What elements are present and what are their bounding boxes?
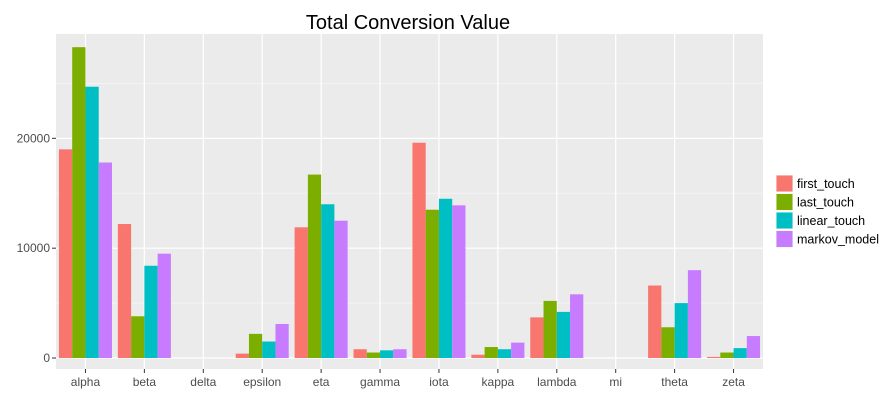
- bar-markov_model-kappa: [511, 342, 525, 359]
- chart-title: Total Conversion Value: [306, 12, 510, 34]
- bar-last_touch-beta: [131, 316, 145, 359]
- x-tick-label-eta: eta: [313, 375, 330, 389]
- bar-last_touch-epsilon: [248, 333, 263, 359]
- bar-linear_touch-gamma: [380, 350, 394, 359]
- bar-markov_model-beta: [157, 253, 171, 359]
- plot-panel: [56, 34, 763, 369]
- bar-first_touch-lambda: [530, 317, 544, 359]
- bar-first_touch-beta: [117, 224, 132, 359]
- bar-linear_touch-alpha: [85, 86, 99, 359]
- bar-last_touch-eta: [307, 174, 322, 359]
- bar-markov_model-alpha: [98, 162, 112, 359]
- bar-last_touch-alpha: [72, 47, 86, 359]
- x-tick-label-epsilon: epsilon: [243, 375, 281, 389]
- legend-label-markov_model: markov_model: [797, 233, 879, 247]
- axes: 0 10000 20000 alpha beta delta epsilon eta gamma…: [17, 131, 746, 389]
- bar-last_touch-iota: [425, 209, 439, 359]
- bar-last_touch-kappa: [484, 347, 498, 359]
- bar-linear_touch-theta: [674, 303, 688, 359]
- y-tick-label: 10000: [17, 241, 51, 255]
- bar-first_touch-theta: [648, 285, 662, 359]
- bar-linear_touch-eta: [321, 204, 335, 359]
- y-tick-label: 20000: [17, 131, 51, 145]
- legend: first_touch last_touch linear_touch markov_…: [776, 175, 879, 248]
- bar-first_touch-zeta: [707, 356, 721, 359]
- bar-markov_model-eta: [334, 220, 348, 359]
- x-tick-label-lambda: lambda: [537, 375, 577, 389]
- x-tick-label-alpha: alpha: [71, 375, 101, 389]
- bar-linear_touch-iota: [438, 198, 453, 359]
- bar-markov_model-zeta: [746, 336, 761, 359]
- bar-first_touch-kappa: [471, 354, 485, 359]
- legend-label-last_touch: last_touch: [797, 196, 854, 210]
- bar-linear_touch-kappa: [497, 349, 512, 359]
- legend-label-linear_touch: linear_touch: [797, 214, 865, 228]
- x-tick-label-iota: iota: [429, 375, 449, 389]
- bar-first_touch-gamma: [353, 349, 367, 359]
- x-tick-label-kappa: kappa: [482, 375, 515, 389]
- x-tick-label-gamma: gamma: [360, 375, 400, 389]
- bars: [58, 47, 761, 359]
- bar-linear_touch-zeta: [733, 348, 747, 359]
- x-tick-label-beta: beta: [133, 375, 157, 389]
- legend-label-first_touch: first_touch: [797, 177, 855, 191]
- y-tick-label: 0: [43, 351, 50, 365]
- x-tick-label-mi: mi: [609, 375, 622, 389]
- bar-first_touch-iota: [412, 142, 426, 359]
- bar-markov_model-theta: [687, 270, 702, 359]
- legend-key-first_touch: [776, 175, 793, 192]
- bar-markov_model-iota: [452, 205, 466, 359]
- bar-first_touch-alpha: [58, 149, 73, 359]
- bar-linear_touch-lambda: [556, 311, 571, 359]
- bar-last_touch-gamma: [366, 352, 381, 359]
- x-tick-label-delta: delta: [190, 375, 216, 389]
- bar-last_touch-theta: [661, 327, 675, 359]
- legend-key-linear_touch: [776, 212, 793, 229]
- legend-key-markov_model: [776, 231, 793, 247]
- bar-markov_model-lambda: [570, 294, 584, 359]
- bar-last_touch-lambda: [543, 300, 557, 359]
- x-tick-label-zeta: zeta: [722, 375, 745, 389]
- legend-key-last_touch: [776, 194, 793, 210]
- bar-first_touch-eta: [294, 227, 308, 359]
- bar-linear_touch-beta: [144, 265, 158, 359]
- bar-markov_model-epsilon: [275, 323, 289, 359]
- bar-linear_touch-epsilon: [262, 341, 276, 359]
- x-tick-label-theta: theta: [661, 375, 688, 389]
- bar-last_touch-zeta: [720, 352, 734, 359]
- bar-markov_model-gamma: [393, 349, 407, 359]
- bar-first_touch-epsilon: [235, 353, 249, 359]
